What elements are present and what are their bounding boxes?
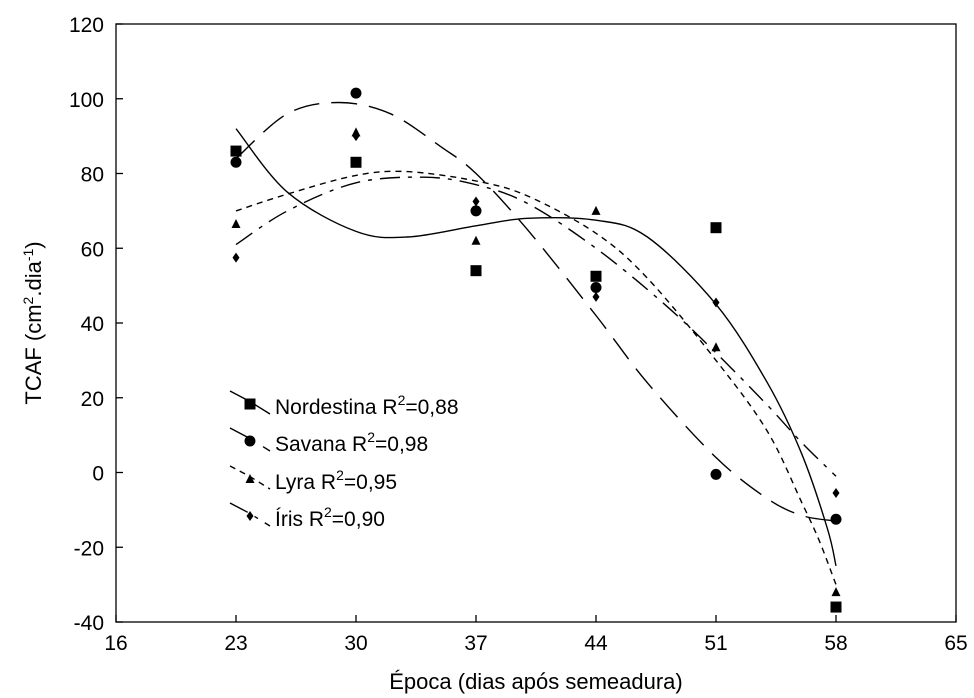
point-nordestina — [590, 270, 602, 282]
point-lyra — [831, 587, 841, 597]
legend-label-lyra: Lyra R2=0,95 — [275, 467, 397, 494]
fit-curve-lyra — [235, 170, 837, 585]
x-tick-label: 44 — [584, 632, 608, 655]
fit-curve-nordestina — [235, 128, 837, 567]
point-savana — [590, 281, 602, 293]
y-tick-label: 120 — [69, 14, 104, 37]
legend-line-lyra — [229, 465, 271, 490]
x-tick-label: 37 — [464, 632, 487, 655]
point-lyra — [711, 342, 721, 352]
point-savana — [350, 87, 362, 99]
x-axis-label: Época (dias após semeadura) — [389, 669, 683, 694]
point-lyra — [591, 205, 601, 215]
y-tick-label: 40 — [81, 313, 104, 336]
legend-marker-savana — [244, 435, 256, 447]
legend-label-nordestina: Nordestina R2=0,88 — [275, 392, 459, 419]
y-tick-label: -40 — [74, 612, 104, 635]
data-points — [230, 87, 842, 613]
point-savana — [230, 156, 242, 168]
point-lyra — [471, 235, 481, 245]
x-tick-label: 58 — [824, 632, 847, 655]
fit-curve-ris — [235, 176, 837, 477]
point-ris — [712, 297, 720, 308]
legend-line-ris — [229, 502, 271, 527]
plot-frame — [115, 23, 957, 623]
y-tick-label: 20 — [81, 388, 104, 411]
legend: Nordestina R2=0,88 Savana R2=0,98 Lyra R2=… — [229, 390, 459, 531]
point-lyra — [231, 218, 241, 228]
y-tick-label: -20 — [74, 537, 104, 560]
y-tick-label: 0 — [92, 463, 104, 486]
y-tick-label: 60 — [81, 238, 104, 261]
legend-label-ris: Íris R2=0,90 — [275, 504, 385, 531]
point-nordestina — [230, 145, 242, 157]
x-tick-label: 23 — [224, 632, 247, 655]
y-tick-label: 100 — [69, 89, 104, 112]
point-ris — [592, 291, 600, 302]
point-ris — [352, 131, 360, 142]
legend-marker-lyra — [245, 474, 255, 483]
x-tick-label: 30 — [344, 632, 367, 655]
point-ris — [232, 252, 240, 263]
point-nordestina — [350, 156, 362, 168]
legend-marker-nordestina — [244, 398, 256, 410]
fit-curve-savana — [235, 101, 837, 522]
y-tick-label: 80 — [81, 164, 104, 187]
point-nordestina — [710, 222, 722, 234]
legend-label-savana: Savana R2=0,98 — [275, 429, 428, 456]
x-tick-label: 51 — [704, 632, 727, 655]
y-axis-label: TCAF (cm2.dia-1) — [20, 241, 46, 404]
x-tick-label: 65 — [944, 632, 967, 655]
point-nordestina — [470, 265, 482, 277]
axes: 16 23 30 37 44 51 58 65 -40 -20 0 20 40 60 80 100 120 — [69, 14, 968, 655]
point-savana — [710, 468, 722, 480]
point-ris — [832, 488, 840, 499]
x-tick-label: 16 — [104, 632, 127, 655]
point-nordestina — [830, 601, 842, 613]
point-savana — [830, 513, 842, 525]
point-savana — [470, 205, 482, 217]
point-ris — [472, 196, 480, 207]
legend-marker-ris — [246, 511, 254, 521]
fit-curves — [235, 101, 837, 585]
